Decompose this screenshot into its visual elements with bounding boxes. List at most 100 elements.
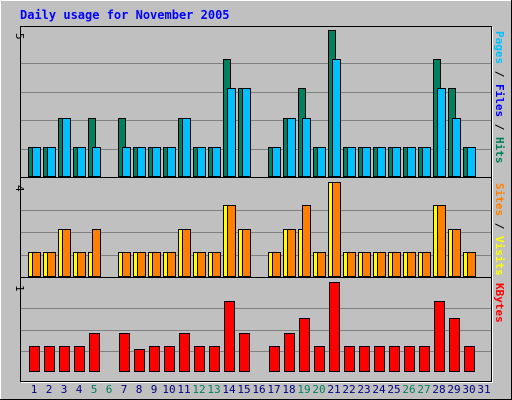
bar-files-day-17 — [272, 147, 281, 177]
bar-sites-day-17 — [272, 252, 281, 277]
bar-files-day-21 — [332, 59, 341, 177]
bar-files-day-20 — [317, 147, 326, 177]
bar-kbytes-day-26 — [404, 346, 415, 372]
bar-kbytes-day-27 — [419, 346, 430, 372]
y-max-label: 4 — [13, 185, 26, 192]
panel-kbytes: 1 KBytes — [13, 277, 506, 372]
bar-kbytes-day-23 — [359, 346, 370, 372]
legend-entry: Pages — [493, 31, 506, 64]
bar-kbytes-day-17 — [269, 346, 280, 372]
bar-sites-day-9 — [152, 252, 161, 277]
bar-sites-day-22 — [347, 252, 356, 277]
bar-files-day-19 — [302, 118, 311, 177]
bar-kbytes-day-10 — [164, 346, 175, 372]
legend-entry: / — [493, 117, 506, 137]
bar-files-day-25 — [392, 147, 401, 177]
legend-entry: / — [493, 64, 506, 84]
bar-sites-day-28 — [437, 205, 446, 277]
bar-files-day-27 — [422, 147, 431, 177]
x-tick-label-day-24: 24 — [372, 383, 386, 396]
bar-sites-day-4 — [77, 252, 86, 277]
bar-sites-day-1 — [32, 252, 41, 277]
bar-kbytes-day-4 — [74, 346, 85, 372]
x-tick-label-day-11: 11 — [177, 383, 190, 396]
x-tick-label-day-9: 9 — [151, 383, 158, 396]
chart-title: Daily usage for November 2005 — [20, 8, 230, 22]
bar-kbytes-day-2 — [44, 346, 55, 372]
x-tick-label-day-15: 15 — [237, 383, 250, 396]
bar-kbytes-day-11 — [179, 333, 190, 372]
x-tick-label-day-1: 1 — [31, 383, 38, 396]
bar-kbytes-day-5 — [89, 333, 100, 372]
bar-kbytes-day-22 — [344, 346, 355, 372]
legend-entry: Files — [493, 84, 506, 117]
bar-sites-day-11 — [182, 229, 191, 277]
bar-files-day-4 — [77, 147, 86, 177]
x-tick-label-day-3: 3 — [61, 383, 68, 396]
legend-entry: Sites — [493, 183, 506, 216]
x-tick-label-day-26: 26 — [402, 383, 415, 396]
bar-files-day-11 — [182, 118, 191, 177]
plot-area — [20, 26, 492, 382]
bar-sites-day-23 — [362, 252, 371, 277]
x-tick-label-day-4: 4 — [76, 383, 83, 396]
bar-kbytes-day-13 — [209, 346, 220, 372]
bar-files-day-14 — [227, 88, 236, 177]
bar-sites-day-15 — [242, 229, 251, 277]
bar-files-day-10 — [167, 147, 176, 177]
bar-kbytes-day-12 — [194, 346, 205, 372]
y-max-label: 1 — [13, 285, 26, 292]
x-tick-label-day-10: 10 — [162, 383, 175, 396]
bar-kbytes-day-21 — [329, 282, 340, 372]
bar-files-day-24 — [377, 147, 386, 177]
bar-kbytes-day-8 — [134, 349, 145, 372]
bar-sites-day-5 — [92, 229, 101, 277]
bar-sites-day-19 — [302, 205, 311, 277]
bar-files-day-9 — [152, 147, 161, 177]
bar-kbytes-day-25 — [389, 346, 400, 372]
bar-kbytes-day-24 — [374, 346, 385, 372]
bar-kbytes-day-29 — [449, 318, 460, 372]
y-max-label: 5 — [13, 33, 26, 40]
bar-files-day-5 — [92, 147, 101, 177]
bar-sites-day-20 — [317, 252, 326, 277]
bar-sites-day-26 — [407, 252, 416, 277]
x-tick-label-day-16: 16 — [252, 383, 265, 396]
x-tick-label-day-14: 14 — [222, 383, 236, 396]
bar-sites-day-21 — [332, 182, 341, 277]
bar-kbytes-day-20 — [314, 346, 325, 372]
x-tick-label-day-30: 30 — [462, 383, 475, 396]
x-tick-label-day-20: 20 — [312, 383, 325, 396]
bar-sites-day-29 — [452, 229, 461, 277]
panel-pages-files-hits: 5 Pages / Files / Hits — [13, 30, 506, 177]
bar-files-day-18 — [287, 118, 296, 177]
bar-sites-day-14 — [227, 205, 236, 277]
panel-legend: Sites / Visits — [493, 183, 506, 276]
bar-sites-day-24 — [377, 252, 386, 277]
panel-legend: KBytes — [493, 283, 506, 323]
x-tick-label-day-12: 12 — [192, 383, 205, 396]
x-tick-label-day-31: 31 — [477, 383, 490, 396]
bar-kbytes-day-15 — [239, 333, 250, 372]
bar-kbytes-day-19 — [299, 318, 310, 372]
bar-files-day-28 — [437, 88, 446, 177]
bar-sites-day-12 — [197, 252, 206, 277]
bar-files-day-13 — [212, 147, 221, 177]
bar-files-day-3 — [62, 118, 71, 177]
chart-panels: 5 Pages / Files / Hits 4 Sites / Visits 1 KBy… — [13, 30, 506, 372]
bar-kbytes-day-3 — [59, 346, 70, 372]
bar-sites-day-10 — [167, 252, 176, 277]
x-tick-label-day-28: 28 — [432, 383, 445, 396]
x-tick-label-day-25: 25 — [387, 383, 400, 396]
x-tick-label-day-18: 18 — [282, 383, 295, 396]
x-tick-label-day-22: 22 — [342, 383, 355, 396]
x-tick-label-day-19: 19 — [297, 383, 310, 396]
x-tick-label-day-29: 29 — [447, 383, 460, 396]
bar-files-day-26 — [407, 147, 416, 177]
bar-files-day-23 — [362, 147, 371, 177]
bar-sites-day-2 — [47, 252, 56, 277]
bar-sites-day-13 — [212, 252, 221, 277]
x-tick-label-day-6: 6 — [106, 383, 113, 396]
x-tick-label-day-21: 21 — [327, 383, 340, 396]
